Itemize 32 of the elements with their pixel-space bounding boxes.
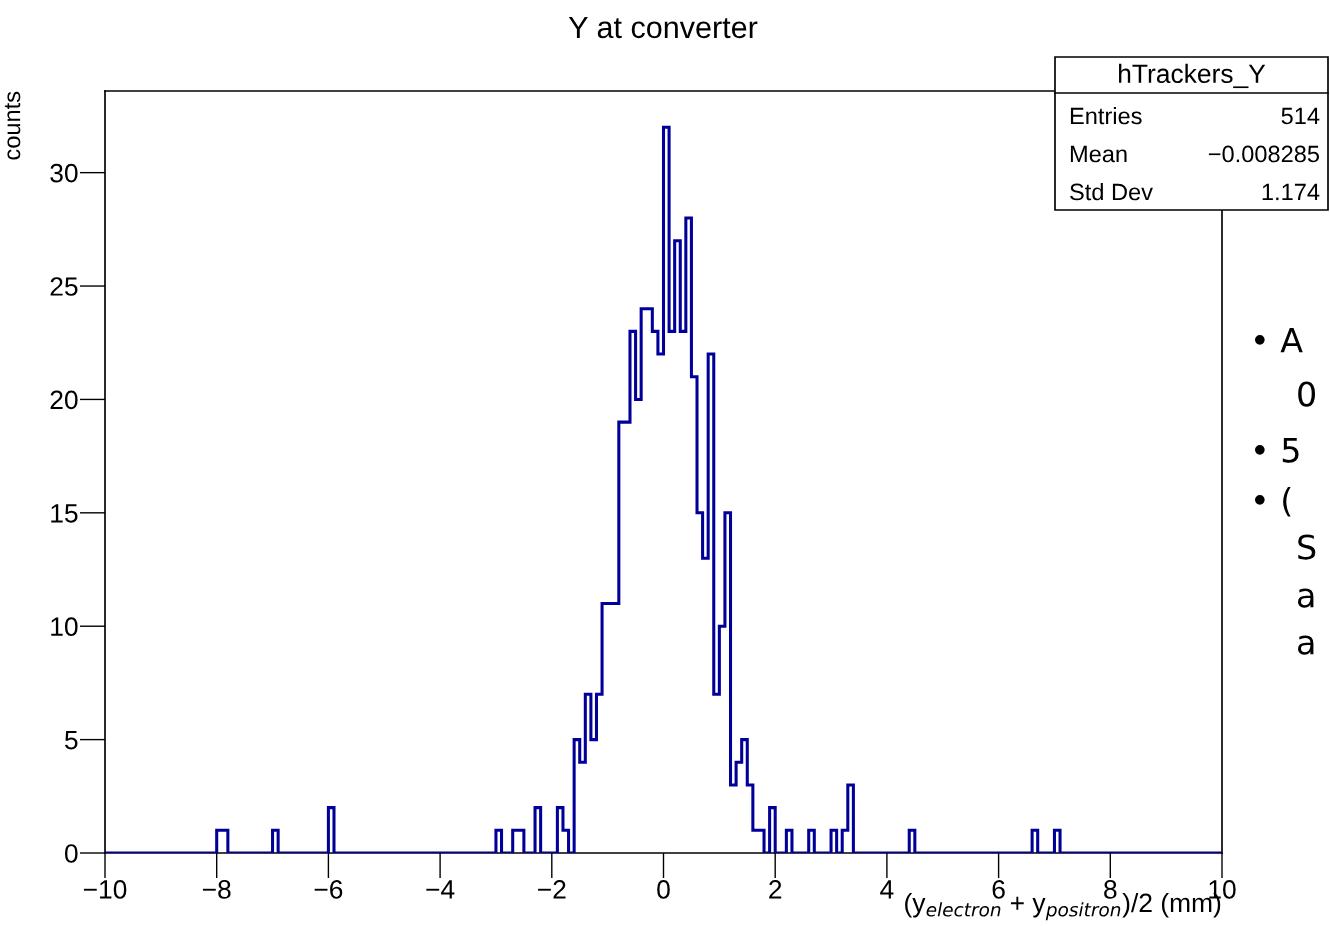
x-tick-label: 2 — [769, 880, 782, 899]
text: 0 — [1298, 381, 1315, 407]
x-tick-label: 8 — [1104, 880, 1117, 899]
text: • ( — [1254, 486, 1291, 517]
text: • A — [1254, 327, 1303, 353]
annotation: Entries — [1070, 107, 1142, 125]
x-tick-label: −6 — [314, 880, 343, 899]
text: a — [1298, 588, 1314, 608]
chart-title: Y at converter — [568, 16, 758, 39]
y-tick-label: 25 — [50, 277, 78, 296]
text: hTrackers_Y — [1119, 63, 1266, 89]
x-tick-label: 4 — [880, 880, 894, 899]
text: • 5 — [1254, 437, 1299, 463]
annotation: Std Dev — [1070, 183, 1153, 201]
annotation: −0.008285 — [1208, 145, 1320, 163]
x-tick-label: −2 — [538, 880, 566, 899]
text: S — [1298, 534, 1316, 560]
x-tick-label: 0 — [657, 880, 670, 899]
text: 1.174 — [1262, 183, 1320, 201]
x-tick-label: −8 — [202, 880, 231, 899]
y-tick-label: 10 — [51, 617, 78, 637]
text: 514 — [1281, 107, 1320, 125]
y-tick-label: 30 — [50, 163, 78, 183]
y-tick-label: 0 — [64, 844, 78, 863]
y-tick-label: 20 — [50, 390, 78, 410]
y-tick-label: 5 — [64, 731, 78, 750]
x-tick-label: −10 — [83, 880, 127, 899]
text: a — [1298, 635, 1314, 655]
y-axis-title: counts — [4, 91, 21, 160]
y-tick-label: 15 — [51, 504, 78, 523]
annotation: Mean — [1070, 145, 1127, 163]
x-tick-label: −4 — [426, 880, 455, 899]
